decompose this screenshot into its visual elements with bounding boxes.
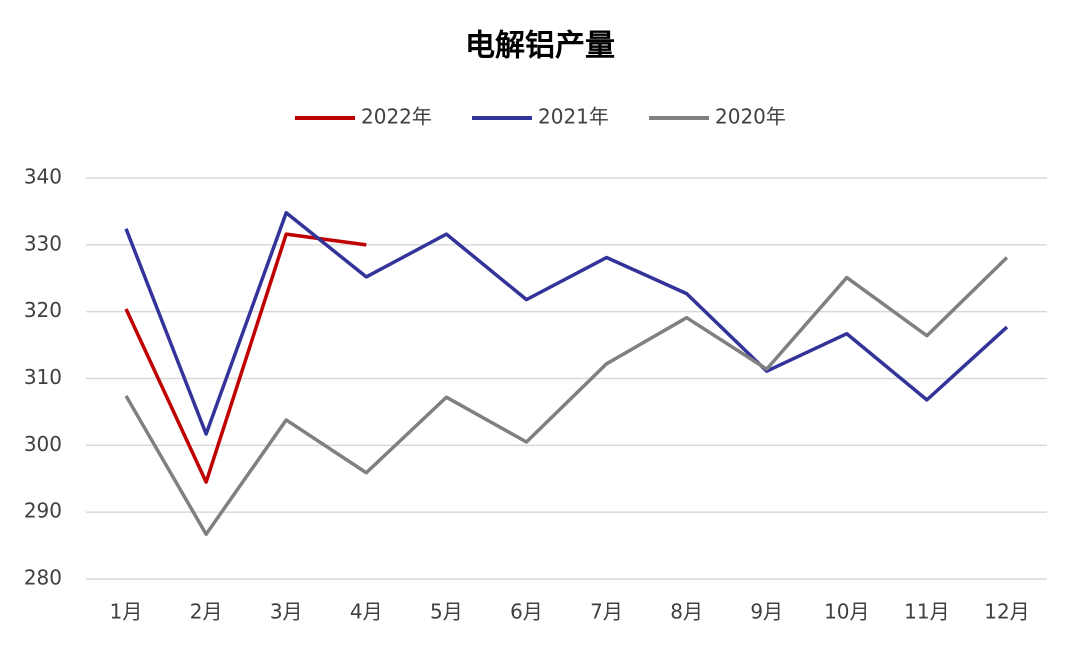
x-tick-label: 1月 <box>110 600 143 624</box>
x-tick-label: 11月 <box>904 600 949 624</box>
y-tick-label: 300 <box>24 432 62 456</box>
y-tick-label: 330 <box>24 231 62 255</box>
legend-label: 2022年 <box>361 105 432 129</box>
x-tick-label: 4月 <box>350 600 383 624</box>
y-tick-label: 320 <box>24 298 62 322</box>
y-tick-label: 340 <box>24 165 62 189</box>
x-tick-label: 5月 <box>430 600 463 624</box>
x-tick-label: 8月 <box>670 600 703 624</box>
series-line <box>124 256 1009 536</box>
x-tick-label: 2月 <box>190 600 223 624</box>
legend-label: 2021年 <box>538 105 609 129</box>
chart-title: 电解铝产量 <box>465 29 615 64</box>
x-tick-label: 10月 <box>824 600 869 624</box>
y-tick-label: 290 <box>24 499 62 523</box>
x-tick-label: 9月 <box>750 600 783 624</box>
x-tick-label: 7月 <box>590 600 623 624</box>
x-tick-label: 12月 <box>984 600 1029 624</box>
series-line <box>124 211 1009 436</box>
x-tick-label: 6月 <box>510 600 543 624</box>
series-line <box>124 232 367 484</box>
x-tick-label: 3月 <box>270 600 303 624</box>
y-tick-label: 310 <box>24 365 62 389</box>
y-tick-label: 280 <box>24 566 62 590</box>
legend-label: 2020年 <box>715 105 786 129</box>
